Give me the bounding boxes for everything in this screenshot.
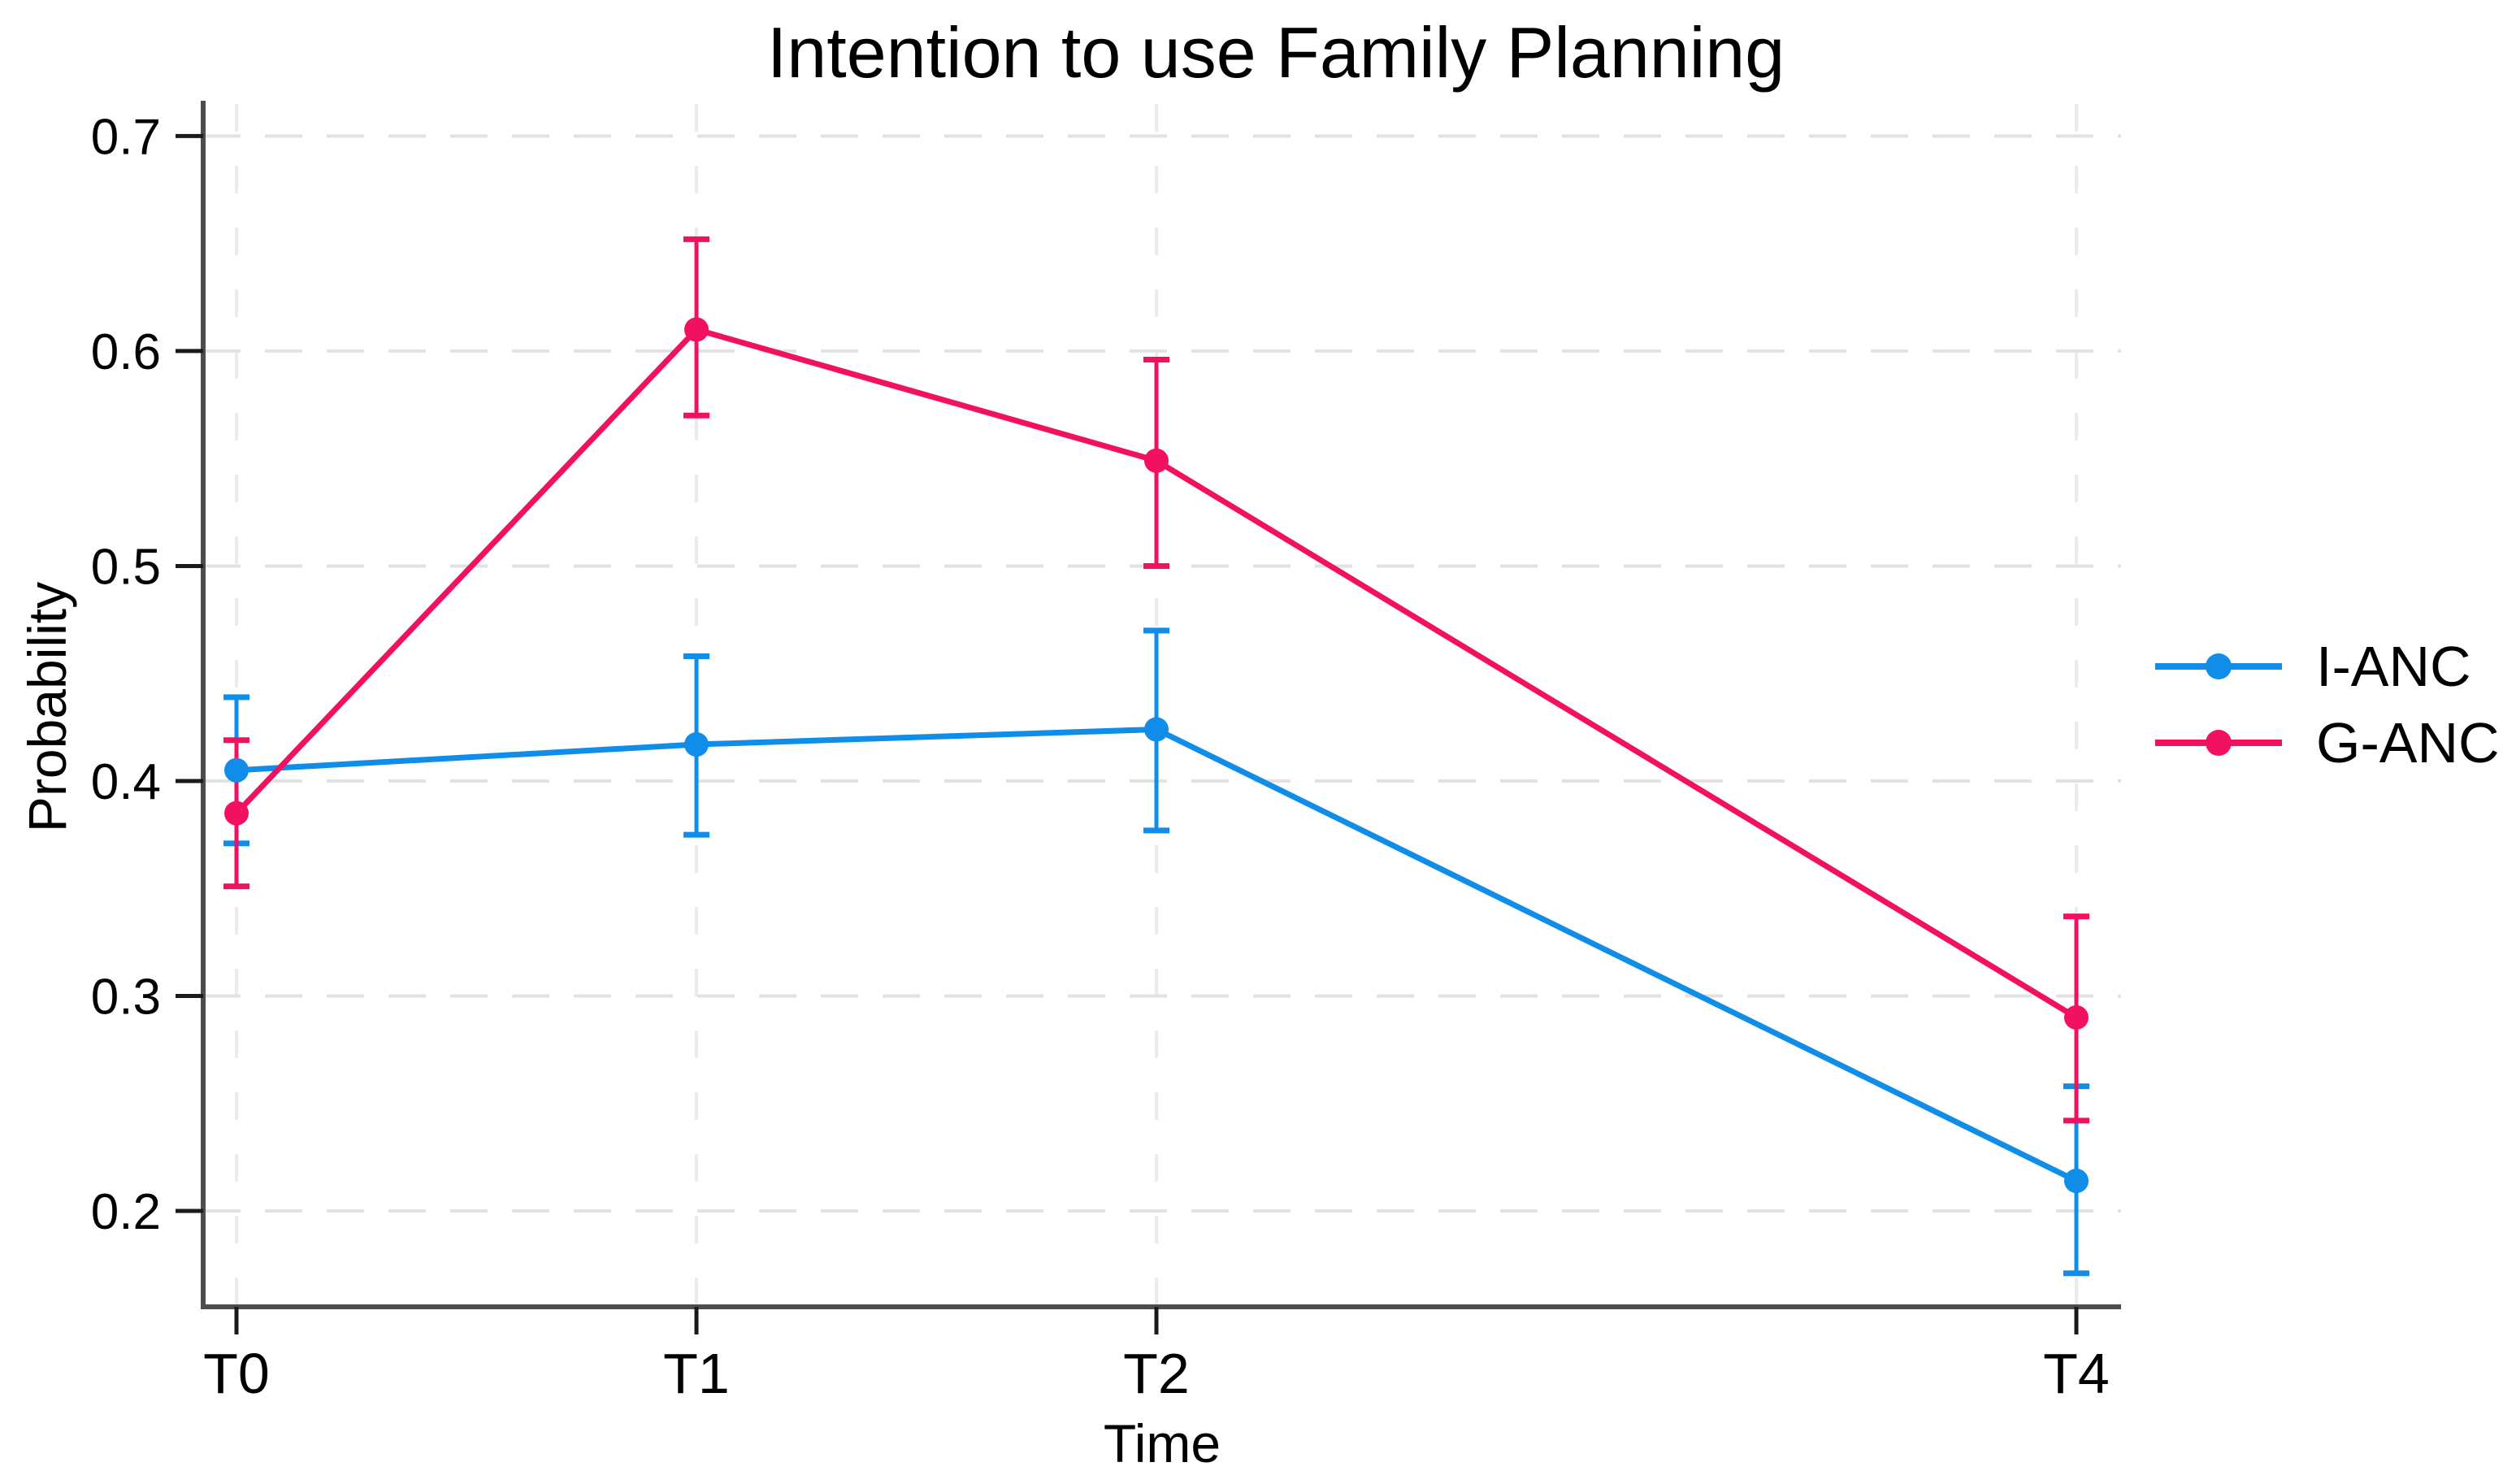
data-point (2064, 1168, 2089, 1193)
data-point (2064, 1005, 2089, 1030)
y-tick-label: 0.6 (91, 324, 161, 380)
series-line (233, 326, 2080, 1021)
x-tick-label: T1 (663, 1342, 730, 1405)
data-point (224, 757, 249, 783)
data-point (1144, 448, 1169, 473)
legend-swatch-dot (2206, 653, 2232, 679)
y-tick-label: 0.7 (91, 109, 161, 165)
y-tick-label: 0.4 (91, 754, 161, 810)
series-line (233, 726, 2080, 1184)
y-tick-label: 0.5 (91, 539, 161, 595)
legend-item-label: G-ANC (2316, 711, 2500, 775)
x-tick-label: T4 (2043, 1342, 2110, 1405)
legend-item-label: I-ANC (2316, 635, 2471, 698)
legend: I-ANC G-ANC (2155, 628, 2500, 781)
data-point (684, 732, 709, 757)
y-tick-label: 0.3 (91, 970, 161, 1026)
legend-swatch-g-anc (2155, 730, 2282, 756)
chart-title: Intention to use Family Planning (766, 12, 1785, 93)
x-tick-label: T0 (203, 1342, 270, 1405)
x-tick-label: T2 (1123, 1342, 1190, 1405)
legend-item: G-ANC (2155, 705, 2500, 781)
y-tick-label: 0.2 (91, 1184, 161, 1240)
x-axis-title: Time (1103, 1413, 1221, 1473)
y-axis-title: Probability (17, 581, 77, 833)
legend-swatch-dot (2206, 730, 2232, 756)
legend-item: I-ANC (2155, 628, 2500, 705)
data-point (224, 801, 249, 826)
data-point (1144, 717, 1169, 742)
data-point (684, 317, 709, 342)
legend-swatch-i-anc (2155, 653, 2282, 679)
